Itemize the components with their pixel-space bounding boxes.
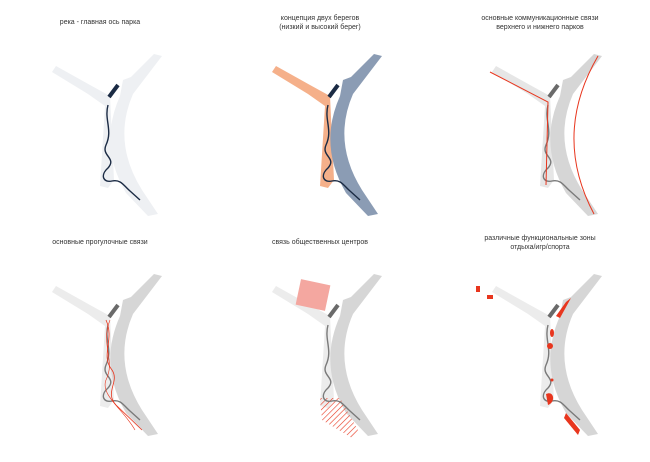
low-bank bbox=[52, 66, 114, 188]
pier bbox=[327, 303, 340, 319]
walk-line bbox=[104, 319, 136, 431]
low-bank bbox=[492, 286, 554, 408]
title-line: связь общественных центров bbox=[271, 239, 369, 246]
low-bank bbox=[52, 286, 114, 408]
public-center-area bbox=[295, 279, 331, 311]
river bbox=[542, 104, 581, 201]
title-line: основные коммуникационные связи bbox=[481, 15, 599, 22]
panel-title: основные коммуникационные связи верхнего … bbox=[440, 14, 640, 32]
high-bank bbox=[330, 54, 382, 216]
park-scheme bbox=[272, 274, 382, 438]
low-bank bbox=[272, 66, 334, 188]
pier bbox=[107, 83, 120, 99]
panel-river: река - главная ось парка bbox=[0, 10, 200, 230]
river bbox=[102, 104, 141, 201]
park-scheme bbox=[476, 274, 602, 436]
park-scheme bbox=[52, 274, 162, 436]
high-bank bbox=[110, 274, 162, 436]
panel-walks: основные прогулочные связи bbox=[0, 230, 200, 450]
functional-zones bbox=[476, 286, 580, 435]
pier bbox=[547, 83, 560, 99]
public-center-hatched-area bbox=[320, 398, 358, 438]
park-scheme bbox=[52, 54, 162, 216]
walk-line bbox=[105, 319, 143, 431]
river bbox=[322, 324, 361, 421]
high-bank bbox=[110, 54, 162, 216]
river bbox=[542, 324, 581, 421]
low-bank bbox=[492, 66, 554, 188]
high-bank bbox=[550, 54, 602, 216]
panel-zones: различные функциональные зоны отдыха/игр/… bbox=[440, 230, 640, 450]
panel-title: концепция двух берегов (низкий и высокий … bbox=[220, 14, 420, 32]
communication-line bbox=[573, 55, 599, 215]
park-scheme bbox=[489, 54, 602, 216]
title-line: (низкий и высокий берег) bbox=[279, 24, 361, 31]
river bbox=[322, 104, 361, 201]
panel-communications: основные коммуникационные связи верхнего … bbox=[440, 10, 640, 230]
title-line: верхнего и нижнего парков bbox=[496, 24, 584, 31]
pier bbox=[107, 303, 120, 319]
high-bank bbox=[550, 274, 602, 436]
low-bank bbox=[272, 286, 334, 408]
panel-title: связь общественных центров bbox=[220, 238, 420, 247]
river bbox=[102, 324, 141, 421]
communication-line bbox=[489, 71, 549, 186]
panel-title: различные функциональные зоны отдыха/игр/… bbox=[440, 234, 640, 252]
panel-title: основные прогулочные связи bbox=[0, 238, 200, 247]
title-line: отдыха/игр/спорта bbox=[510, 244, 570, 251]
panel-banks: концепция двух берегов (низкий и высокий … bbox=[220, 10, 420, 230]
high-bank bbox=[330, 274, 382, 436]
pier bbox=[547, 303, 560, 319]
pier bbox=[327, 83, 340, 99]
panel-title: река - главная ось парка bbox=[0, 18, 200, 27]
title-line: основные прогулочные связи bbox=[52, 239, 148, 246]
title-line: различные функциональные зоны bbox=[484, 235, 596, 242]
title-line: река - главная ось парка bbox=[59, 19, 141, 26]
title-line: концепция двух берегов bbox=[280, 15, 360, 22]
panel-public-centers: связь общественных центров bbox=[220, 230, 420, 450]
park-scheme bbox=[272, 54, 382, 216]
